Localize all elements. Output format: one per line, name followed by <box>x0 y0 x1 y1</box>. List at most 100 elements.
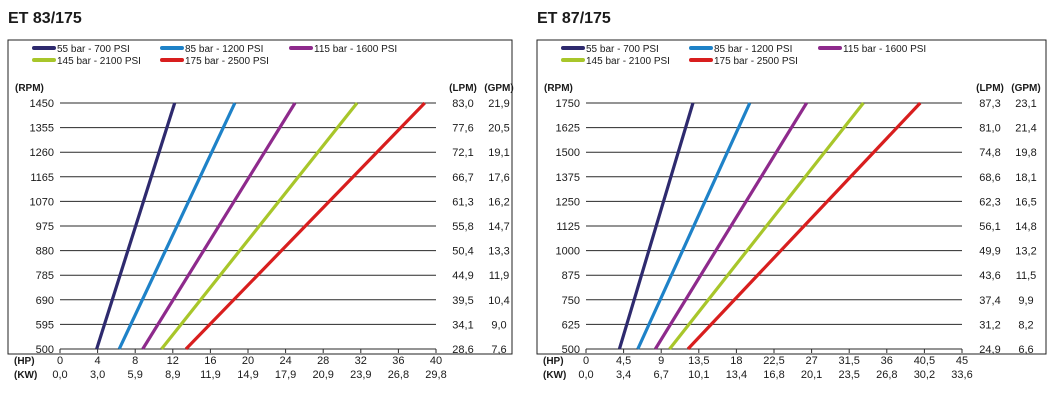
hp-tick-label: 8 <box>132 355 138 367</box>
rpm-tick-label: 1125 <box>556 221 580 233</box>
rpm-tick-label: 1750 <box>556 98 580 110</box>
rpm-tick-label: 1070 <box>30 196 54 208</box>
hp-tick-label: 24 <box>279 355 291 367</box>
lpm-value: 34,1 <box>452 319 473 331</box>
lpm-value: 43,6 <box>979 270 1000 282</box>
hp-tick-label: 12 <box>167 355 179 367</box>
legend-entry: 115 bar - 1600 PSI <box>314 44 397 55</box>
rpm-tick-label: 750 <box>562 295 580 307</box>
lpm-value: 39,5 <box>452 295 473 307</box>
kw-tick-label: 20,9 <box>312 369 333 381</box>
hp-tick-label: 36 <box>392 355 404 367</box>
lpm-value: 72,1 <box>452 147 473 159</box>
gpm-value: 14,8 <box>1015 221 1036 233</box>
hp-tick-label: 13,5 <box>688 355 709 367</box>
lpm-value: 24,9 <box>979 344 1000 356</box>
lpm-value: 66,7 <box>452 172 473 184</box>
kw-tick-label: 0,0 <box>52 369 67 381</box>
chart-frame <box>536 39 1047 355</box>
hp-tick-label: 31,5 <box>838 355 859 367</box>
gpm-value: 19,8 <box>1015 147 1036 159</box>
series-line-1 <box>617 102 695 350</box>
kw-tick-label: 0,0 <box>578 369 593 381</box>
lpm-value: 56,1 <box>979 221 1000 233</box>
kw-tick-label: 6,7 <box>654 369 669 381</box>
hp-tick-label: 27 <box>805 355 817 367</box>
kw-tick-label: 14,9 <box>237 369 258 381</box>
kw-tick-label: 16,8 <box>763 369 784 381</box>
lpm-value: 83,0 <box>452 98 473 110</box>
legend-entry: 145 bar - 2100 PSI <box>57 56 141 67</box>
lpm-value: 50,4 <box>452 246 473 258</box>
gpm-value: 16,2 <box>488 196 509 208</box>
gpm-value: 11,9 <box>489 270 510 282</box>
rpm-tick-label: 1000 <box>556 246 580 258</box>
rpm-tick-label: 1500 <box>556 147 580 159</box>
kw-tick-label: 3,4 <box>616 369 631 381</box>
rpm-tick-label: 595 <box>36 319 54 331</box>
gpm-value: 9,0 <box>491 319 506 331</box>
gpm-value: 17,6 <box>488 172 509 184</box>
legend-entry: 175 bar - 2500 PSI <box>714 56 798 67</box>
gpm-value: 20,5 <box>488 123 509 135</box>
series-line-3 <box>141 102 297 350</box>
gpm-value: 9,9 <box>1018 295 1033 307</box>
kw-tick-label: 8,9 <box>165 369 180 381</box>
legend-entry: 115 bar - 1600 PSI <box>843 44 926 55</box>
kw-tick-label: 26,8 <box>876 369 897 381</box>
lpm-value: 37,4 <box>979 295 1000 307</box>
rpm-tick-label: 785 <box>36 270 54 282</box>
hp-axis-label: (HP) <box>543 356 564 367</box>
kw-tick-label: 17,9 <box>275 369 296 381</box>
hp-tick-label: 40 <box>430 355 442 367</box>
legend-entry: 175 bar - 2500 PSI <box>185 56 269 67</box>
hp-tick-label: 28 <box>317 355 329 367</box>
lpm-value: 74,8 <box>979 147 1000 159</box>
chart-frame <box>7 39 513 355</box>
legend: 55 bar - 700 PSI 85 bar - 1200 PSI 115 bar… <box>32 44 397 67</box>
kw-tick-label: 23,5 <box>838 369 859 381</box>
rpm-tick-label: 500 <box>562 344 580 356</box>
series-line-2 <box>117 102 237 350</box>
lpm-value: 28,6 <box>452 344 473 356</box>
rpm-tick-label: 1165 <box>30 172 54 184</box>
kw-tick-label: 11,9 <box>200 369 221 381</box>
hp-tick-label: 40,5 <box>914 355 935 367</box>
gpm-value: 10,4 <box>488 295 509 307</box>
kw-tick-label: 20,1 <box>801 369 822 381</box>
chart-title: ET 83/175 <box>8 10 82 27</box>
lpm-value: 68,6 <box>979 172 1000 184</box>
gpm-value: 8,2 <box>1018 319 1033 331</box>
legend-entry: 55 bar - 700 PSI <box>57 44 130 55</box>
y-axis-label: (RPM) <box>15 83 44 94</box>
rpm-tick-label: 1375 <box>556 172 580 184</box>
kw-tick-label: 3,0 <box>90 369 105 381</box>
chart-panel-1: ET 83/175 55 bar - 700 PSI 85 bar - 1200 P… <box>7 10 514 381</box>
rpm-tick-label: 1260 <box>30 147 54 159</box>
hp-tick-label: 0 <box>57 355 63 367</box>
lpm-value: 55,8 <box>452 221 473 233</box>
chart-panel-2: ET 87/175 55 bar - 700 PSI 85 bar - 1200 P… <box>536 10 1047 381</box>
lpm-value: 49,9 <box>979 246 1000 258</box>
kw-tick-label: 5,9 <box>128 369 143 381</box>
gpm-value: 14,7 <box>488 221 509 233</box>
kw-tick-label: 13,4 <box>726 369 747 381</box>
rpm-tick-label: 1250 <box>556 196 580 208</box>
rpm-tick-label: 880 <box>36 246 54 258</box>
lpm-value: 81,0 <box>979 123 1000 135</box>
rpm-tick-label: 1625 <box>556 123 580 135</box>
series-line-5 <box>686 101 922 351</box>
kw-axis-label: (KW) <box>14 370 37 381</box>
gpm-value: 16,5 <box>1015 196 1036 208</box>
gpm-value: 23,1 <box>1015 98 1036 110</box>
gpm-value: 18,1 <box>1015 172 1036 184</box>
hp-tick-label: 36 <box>881 355 893 367</box>
hp-tick-label: 9 <box>658 355 664 367</box>
gpm-value: 7,6 <box>491 344 506 356</box>
hp-tick-label: 22,5 <box>763 355 784 367</box>
series-line-1 <box>95 102 177 350</box>
gpm-value: 13,3 <box>488 246 509 258</box>
kw-tick-label: 30,2 <box>914 369 935 381</box>
hp-tick-label: 4,5 <box>616 355 631 367</box>
